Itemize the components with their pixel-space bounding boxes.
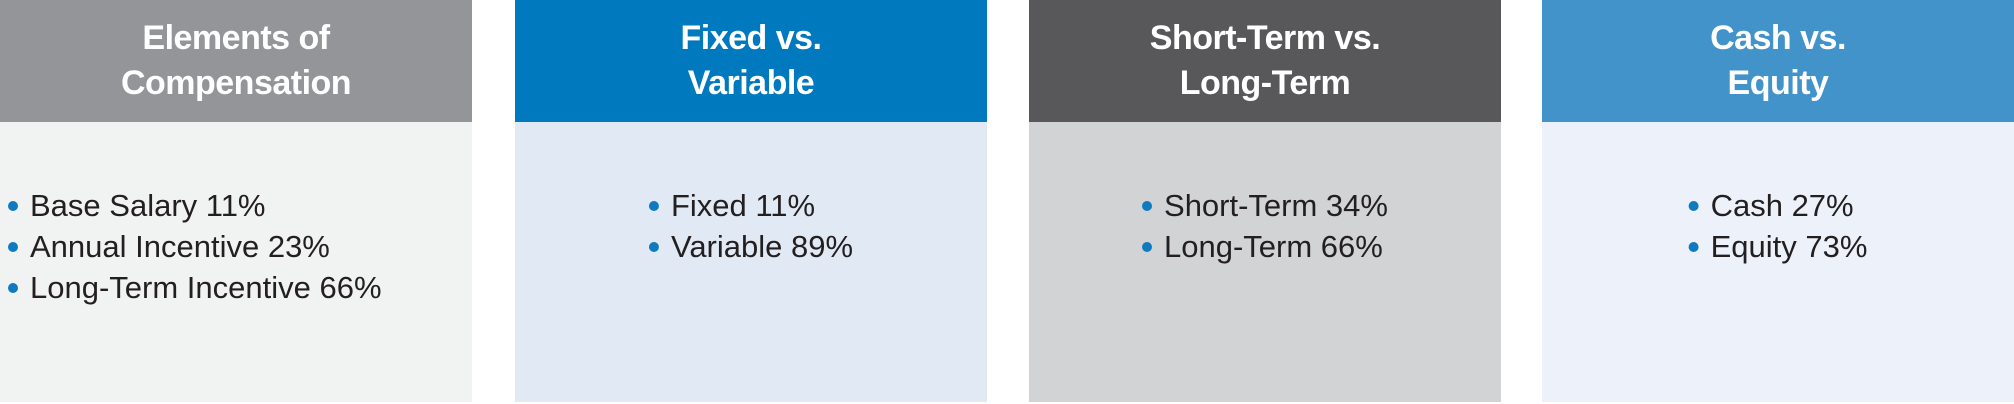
list-item: Annual Incentive 23% [8, 226, 382, 267]
item-text: Short-Term 34% [1164, 188, 1388, 223]
panel-title-line: Equity [1727, 64, 1829, 102]
panel-body: Fixed 11% Variable 89% [515, 122, 987, 402]
panel-fixed-vs-variable: Fixed vs. Variable Fixed 11% Variable 89… [515, 0, 987, 402]
panel-title-line: Elements of [142, 19, 330, 57]
panel-header: Cash vs. Equity [1542, 0, 2014, 122]
list-item: Equity 73% [1688, 226, 1868, 267]
panel-title-line: Short-Term vs. [1149, 19, 1381, 57]
panel-elements-of-compensation: Elements of Compensation Base Salary 11%… [0, 0, 472, 402]
panel-title-line: Variable [687, 64, 815, 102]
bullet-icon [648, 200, 659, 211]
list-item: Short-Term 34% [1142, 185, 1388, 226]
bullet-icon [8, 241, 18, 252]
bullet-icon [1142, 200, 1153, 211]
list-item: Long-Term 66% [1142, 226, 1388, 267]
panel-header: Short-Term vs. Long-Term [1029, 0, 1501, 122]
bullet-list: Base Salary 11% Annual Incentive 23% Lon… [8, 185, 382, 308]
list-item: Fixed 11% [648, 185, 853, 226]
panel-title-line: Fixed vs. [680, 19, 822, 57]
panel-title-line: Cash vs. [1710, 19, 1846, 57]
item-text: Equity 73% [1710, 229, 1868, 264]
item-text: Cash 27% [1710, 188, 1854, 223]
list-item: Long-Term Incentive 66% [8, 267, 382, 308]
item-text: Long-Term 66% [1164, 229, 1383, 264]
panel-title-line: Compensation [120, 64, 352, 102]
bullet-list: Short-Term 34% Long-Term 66% [1142, 185, 1388, 267]
panel-cash-vs-equity: Cash vs. Equity Cash 27% Equity 73% [1542, 0, 2014, 402]
bullet-icon [648, 241, 659, 252]
panel-header: Elements of Compensation [0, 0, 472, 122]
bullet-icon [1688, 241, 1699, 252]
item-text: Fixed 11% [670, 188, 816, 223]
panel-body: Short-Term 34% Long-Term 66% [1029, 122, 1501, 402]
bullet-list: Cash 27% Equity 73% [1688, 185, 1868, 267]
bullet-icon [1142, 241, 1153, 252]
bullet-icon [8, 282, 18, 293]
item-text: Long-Term Incentive 66% [30, 270, 382, 305]
list-item: Variable 89% [648, 226, 854, 267]
item-text: Annual Incentive 23% [30, 229, 330, 264]
bullet-icon [1688, 200, 1699, 211]
item-text: Variable 89% [670, 229, 854, 264]
panel-body: Cash 27% Equity 73% [1542, 122, 2014, 402]
panel-title-line: Long-Term [1179, 64, 1351, 102]
item-text: Base Salary 11% [30, 188, 266, 223]
list-item: Cash 27% [1688, 185, 1868, 226]
panel-body: Base Salary 11% Annual Incentive 23% Lon… [0, 122, 472, 402]
panel-header: Fixed vs. Variable [515, 0, 987, 122]
bullet-icon [8, 200, 18, 211]
list-item: Base Salary 11% [8, 185, 382, 226]
panel-short-vs-long-term: Short-Term vs. Long-Term Short-Term 34% … [1029, 0, 1501, 402]
bullet-list: Fixed 11% Variable 89% [648, 185, 854, 267]
